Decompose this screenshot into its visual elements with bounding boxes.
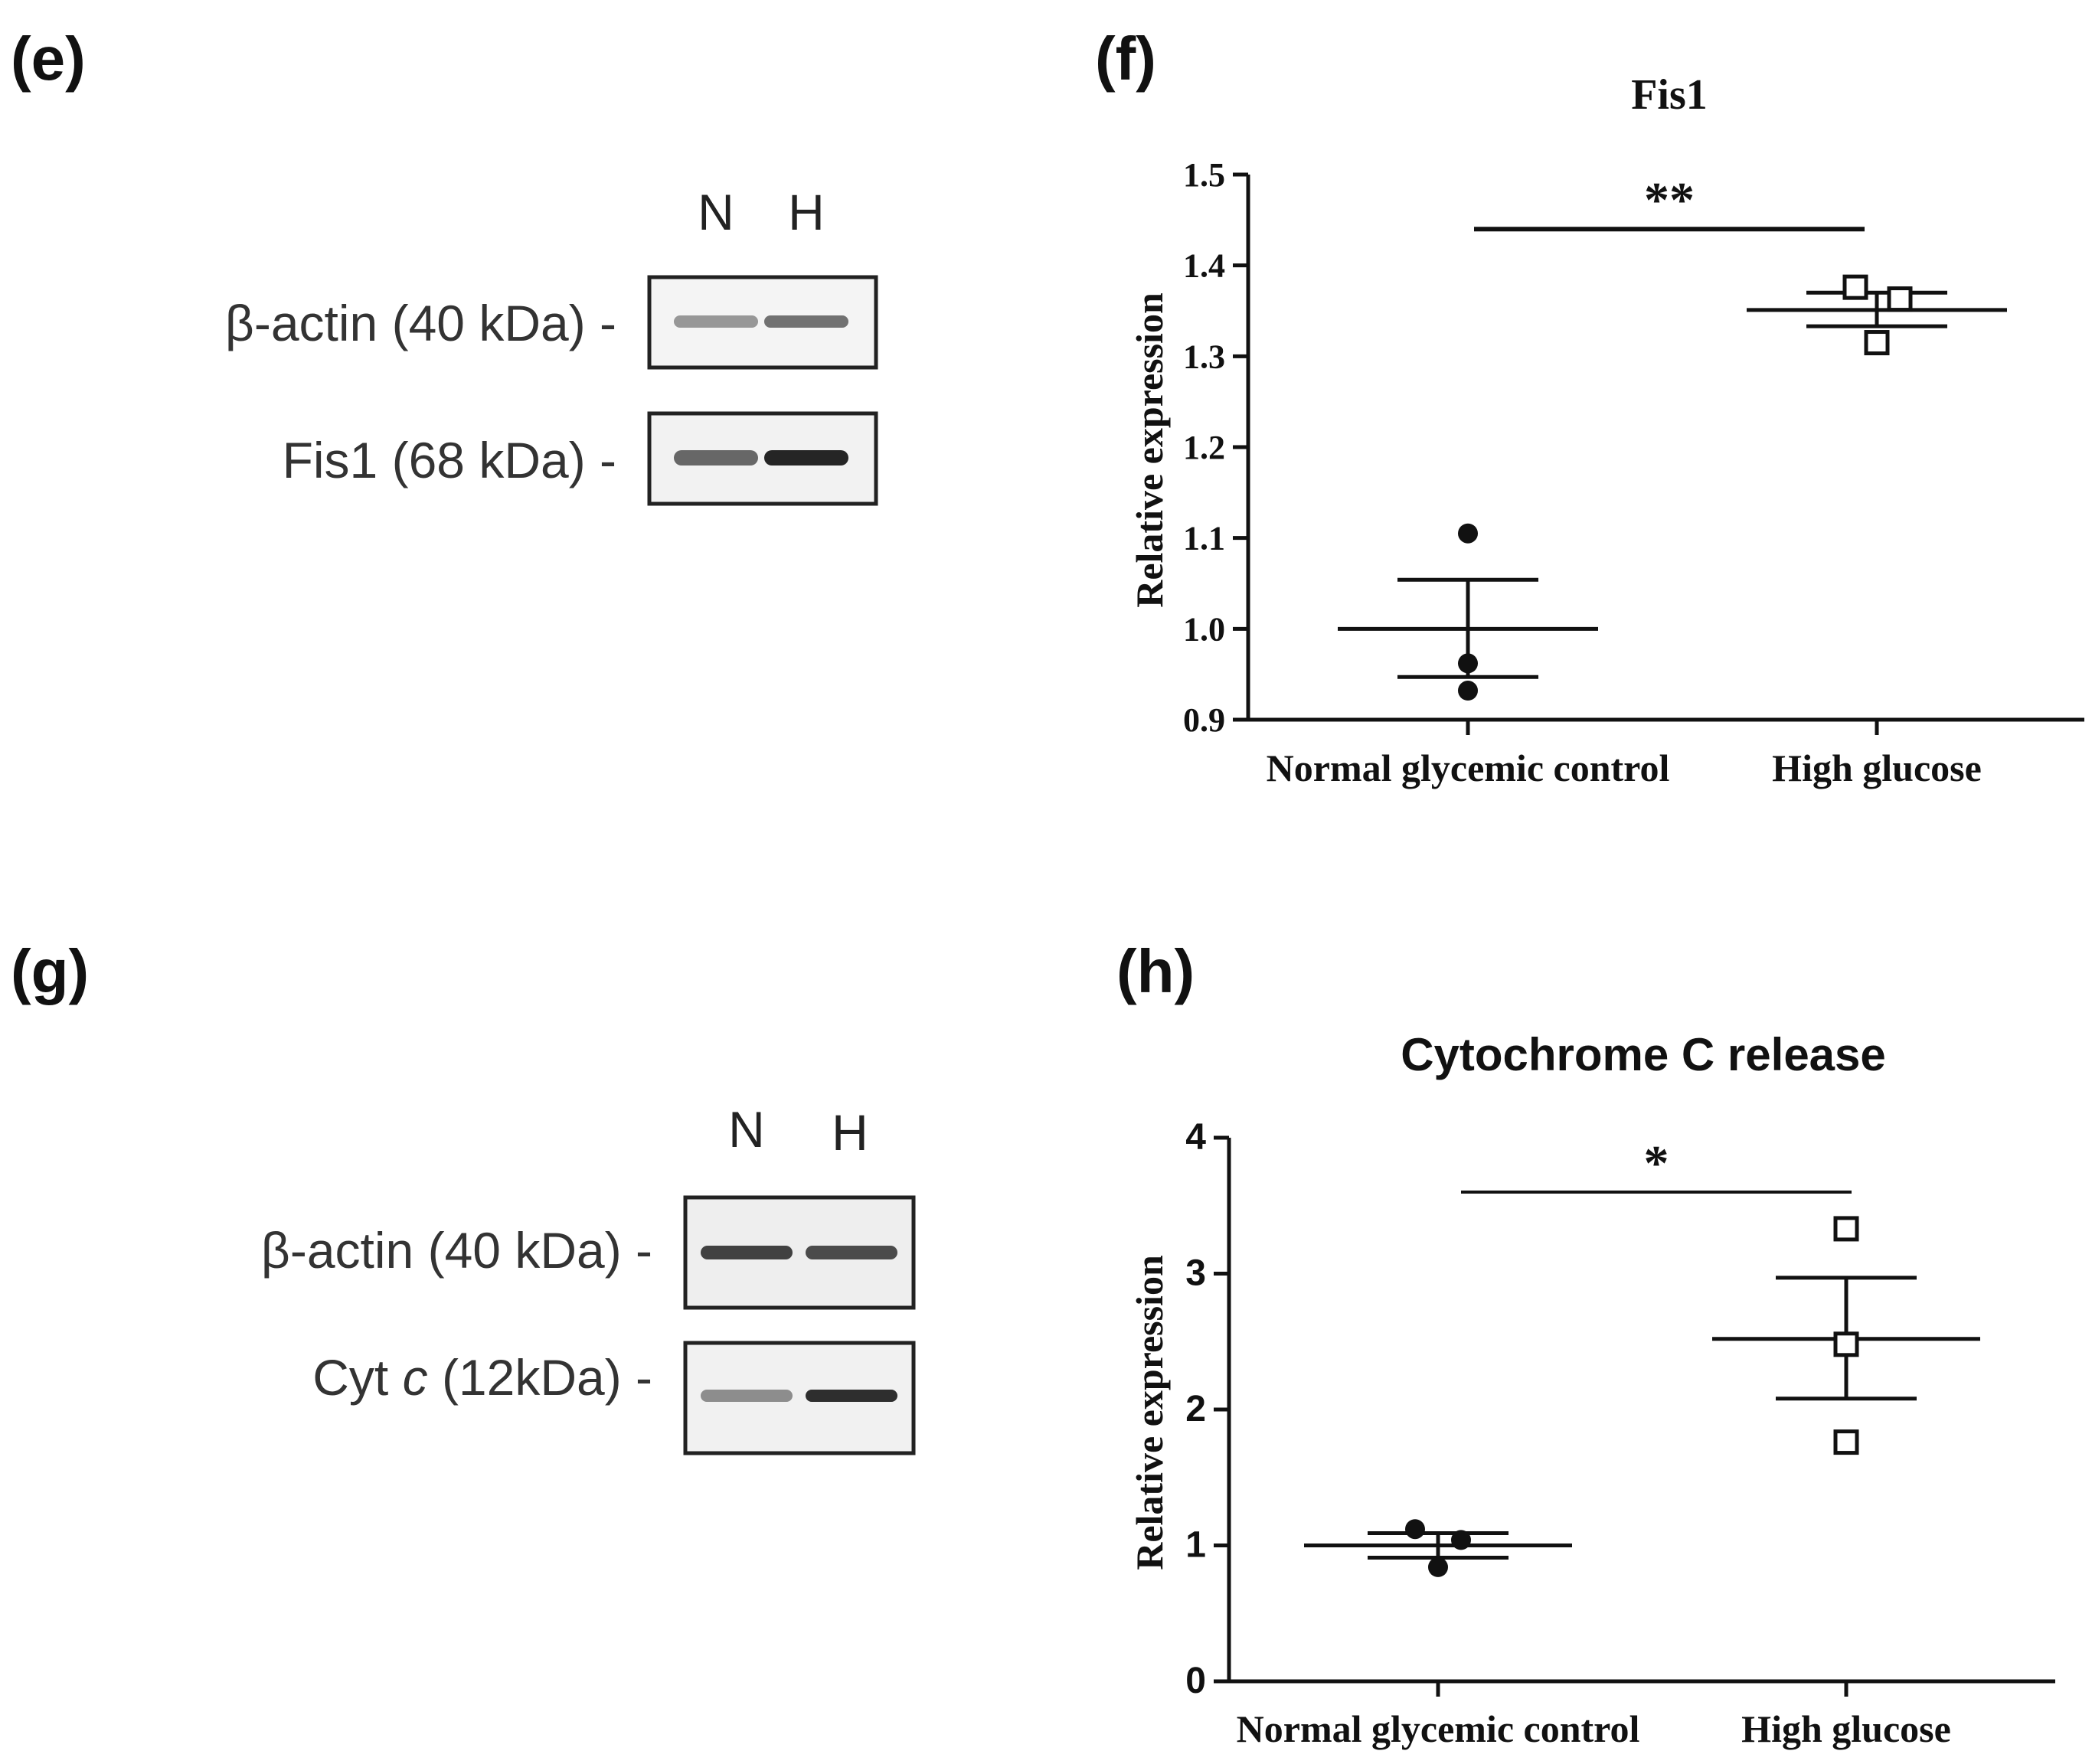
lane-label-n: N xyxy=(728,1101,765,1158)
y-tick-label: 1.3 xyxy=(1183,338,1225,375)
western-blot-g: N H β-actin (40 kDa) - Cyt c (12kDa) - xyxy=(261,1101,916,1455)
western-blot-e: N H β-actin (40 kDa) - Fis1 (68 kDa) - xyxy=(225,184,878,506)
band-label-cyt-italic: c xyxy=(403,1349,428,1406)
chart-title: Fis1 xyxy=(1631,71,1708,119)
data-point-high xyxy=(1833,1216,1859,1242)
data-point-high xyxy=(1887,286,1913,312)
band-label-beta-actin: β-actin (40 kDa) - xyxy=(225,295,616,351)
data-point-normal xyxy=(1458,523,1478,544)
beta-actin-band-lane-2 xyxy=(806,1246,897,1259)
y-axis-label: Relative expression xyxy=(1128,292,1171,608)
cyt-c-band-lane-1 xyxy=(701,1390,793,1402)
data-point-high xyxy=(1833,1331,1859,1357)
lane-label-h: H xyxy=(832,1104,868,1161)
y-tick-label: 1 xyxy=(1185,1525,1206,1566)
panel-label-e: (e) xyxy=(11,24,86,93)
data-point-high xyxy=(1833,1429,1859,1455)
y-tick-label: 4 xyxy=(1185,1117,1206,1158)
band-label-cyt-suffix: (12kDa) - xyxy=(428,1349,652,1406)
y-tick-label: 2 xyxy=(1185,1389,1206,1429)
chart-title: Cytochrome C release xyxy=(1401,1029,1886,1080)
cyt-c-band-lane-2 xyxy=(806,1390,897,1402)
y-tick-label: 0.9 xyxy=(1183,701,1225,739)
y-axis-label: Relative expression xyxy=(1128,1255,1171,1570)
beta-actin-band-lane-1 xyxy=(701,1246,793,1259)
band-label-cyt-c: Cyt c (12kDa) - xyxy=(312,1349,652,1406)
data-point-normal xyxy=(1458,681,1478,701)
data-point-normal xyxy=(1405,1519,1425,1540)
lane-label-h: H xyxy=(788,184,825,240)
significance-label: * xyxy=(1644,1135,1669,1191)
category-label-high: High glucose xyxy=(1741,1707,1951,1750)
y-tick-label: 1.0 xyxy=(1183,610,1225,648)
category-label-normal: Normal glycemic control xyxy=(1267,746,1670,789)
fis1-band-lane-2 xyxy=(764,450,848,466)
data-point-normal xyxy=(1451,1530,1471,1550)
panel-label-g: (g) xyxy=(11,937,89,1005)
y-tick-label: 1.2 xyxy=(1183,429,1225,466)
panel-label-f: (f) xyxy=(1095,24,1156,93)
category-label-high: High glucose xyxy=(1772,746,1982,789)
chart-cytochrome-c: Cytochrome C release Relative expression… xyxy=(1128,1029,2055,1750)
data-point-high xyxy=(1864,330,1890,356)
fis1-band-lane-1 xyxy=(674,450,758,466)
lane-label-n: N xyxy=(698,184,734,240)
data-point-normal xyxy=(1428,1557,1448,1577)
beta-actin-band-lane-1 xyxy=(674,315,758,328)
y-tick-label: 3 xyxy=(1185,1253,1206,1294)
y-tick-label: 1.5 xyxy=(1183,156,1225,194)
significance-label: ** xyxy=(1644,172,1695,228)
y-tick-label: 1.1 xyxy=(1183,520,1225,557)
beta-actin-band-lane-2 xyxy=(764,315,848,328)
data-point-normal xyxy=(1458,653,1478,674)
chart-fis1: Fis1 Relative expression Normal glycemic… xyxy=(1128,71,2084,789)
category-label-normal: Normal glycemic control xyxy=(1237,1707,1640,1750)
y-tick-label: 0 xyxy=(1185,1661,1206,1701)
band-label-fis1: Fis1 (68 kDa) - xyxy=(283,432,616,488)
data-point-high xyxy=(1842,274,1868,300)
band-label-beta-actin: β-actin (40 kDa) - xyxy=(261,1222,652,1279)
y-tick-label: 1.4 xyxy=(1183,247,1225,285)
band-label-cyt-prefix: Cyt xyxy=(312,1349,402,1406)
panel-label-h: (h) xyxy=(1116,937,1195,1005)
